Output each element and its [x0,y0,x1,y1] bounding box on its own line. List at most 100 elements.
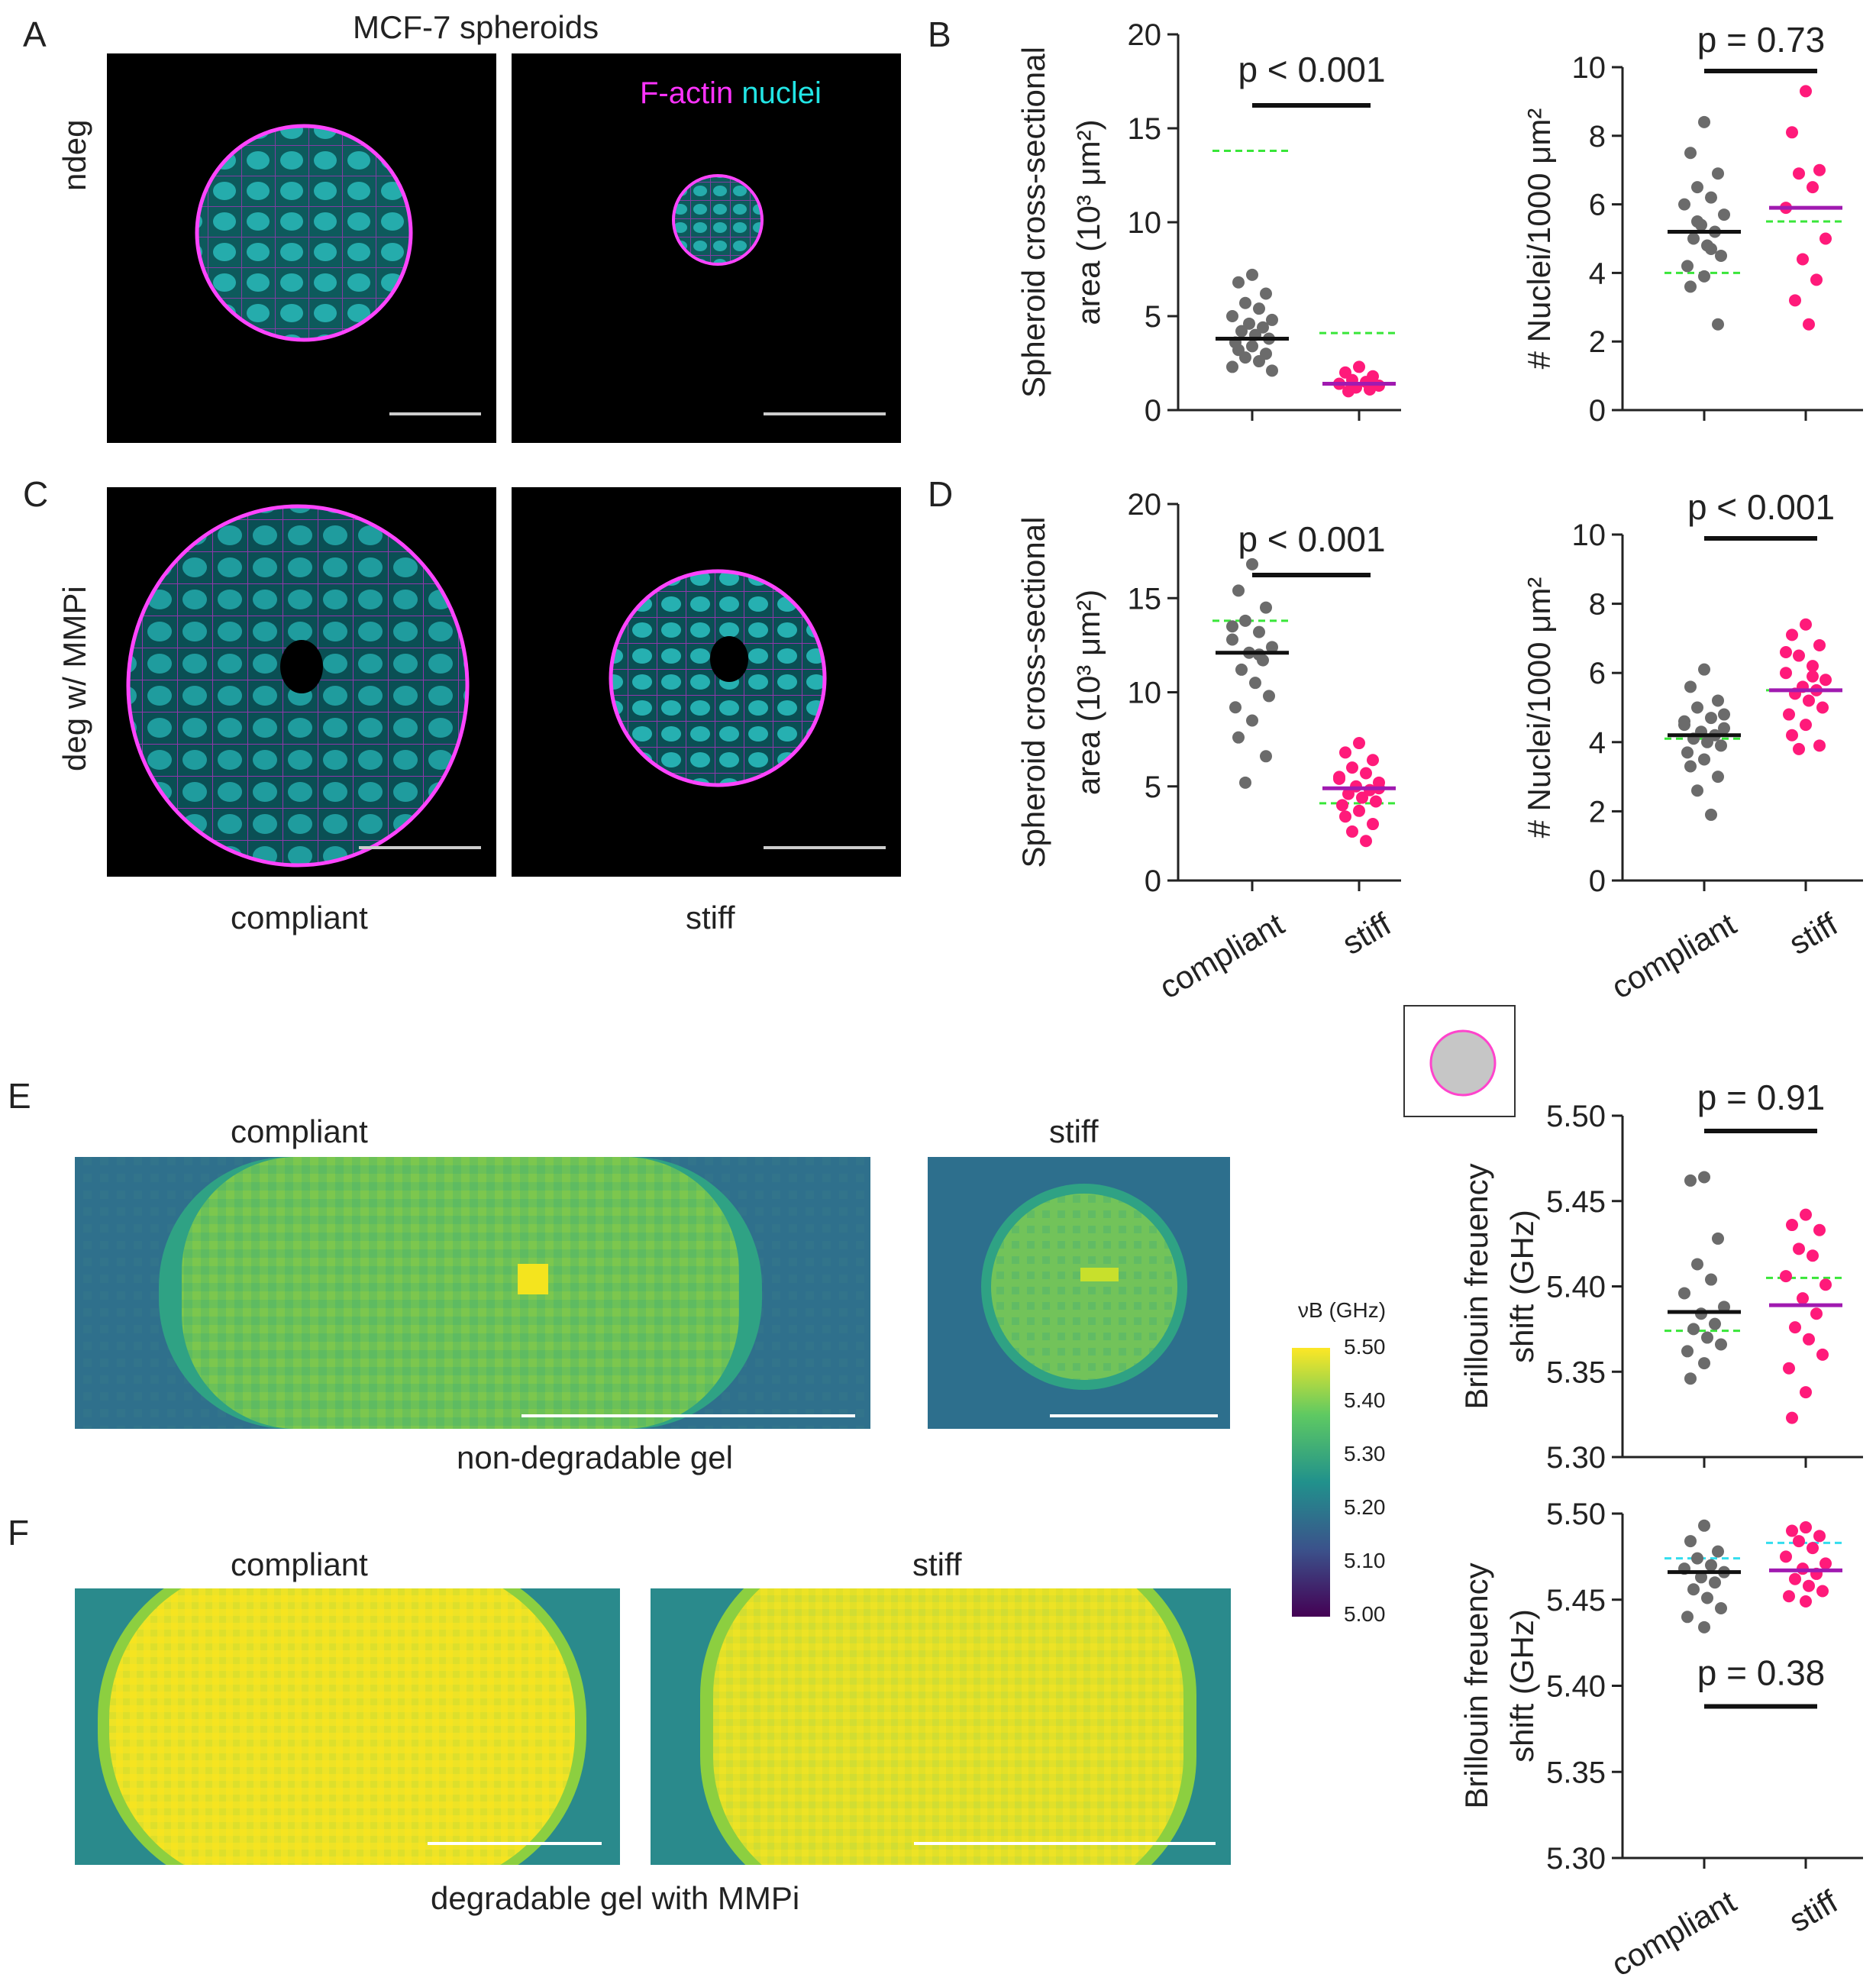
data-point [1807,670,1819,683]
data-point [1793,742,1805,755]
brillouin-map-f-stiff [651,1588,1231,1865]
data-point [1342,787,1355,800]
data-point [1705,242,1717,255]
micrograph-deg-compliant [107,487,496,877]
y-tick-label: 20 [1128,18,1162,52]
colorbar-tick: 5.40 [1344,1388,1386,1412]
data-point [1260,601,1272,614]
data-point [1813,739,1826,752]
data-point [1333,771,1345,784]
data-point [1266,364,1278,377]
panel-letter-d: D [928,474,954,514]
x-category-label: compliant [1605,1883,1742,1983]
data-point [1678,1287,1690,1300]
data-point [1698,1519,1710,1532]
colorbar-tick: 5.20 [1344,1495,1386,1519]
y-tick-label: 15 [1128,582,1162,616]
data-point [1819,1557,1832,1570]
data-point [1698,1171,1710,1184]
colorbar-title: νB (GHz) [1298,1298,1387,1322]
data-point [1810,273,1823,286]
colorbar-ticks: 5.50 5.40 5.30 5.20 5.10 5.00 [1344,1335,1413,1633]
data-point [1712,318,1724,331]
f-label-compliant: compliant [231,1546,368,1582]
data-point [1715,739,1727,752]
data-point [1786,1411,1798,1424]
data-point [1718,722,1730,735]
data-point [1800,1595,1812,1608]
data-point [1687,232,1700,245]
data-point [1705,808,1717,821]
data-point [1783,1590,1795,1603]
y-tick-label: 5.30 [1546,1842,1606,1876]
data-point [1800,618,1812,631]
y-tick-label: 5.50 [1546,1498,1606,1531]
data-point [1235,325,1248,338]
data-point [1353,737,1365,750]
data-point [1253,302,1265,315]
colorbar [1292,1348,1330,1617]
y-axis-label: # Nuclei/1000 μm² [1521,108,1557,370]
data-point [1687,1583,1700,1596]
data-point [1698,270,1710,283]
panel-letter-c: C [23,474,49,514]
panel-letter-a: A [23,15,47,54]
y-axis-label: Spheroid cross-sectional [1015,517,1051,868]
y-tick-label: 5.45 [1546,1185,1606,1219]
data-point [1712,1232,1724,1245]
brillouin-map-f-compliant [75,1588,620,1865]
data-point [1691,784,1703,797]
data-point [1813,163,1826,176]
panel-letter-e: E [8,1076,31,1116]
data-point [1691,1552,1703,1565]
y-tick-label: 8 [1589,588,1606,622]
data-point [1813,638,1826,651]
data-point [1239,614,1251,627]
y-tick-label: 5.50 [1546,1100,1606,1133]
data-point [1819,232,1832,245]
data-point [1691,181,1703,194]
data-point [1705,1273,1717,1286]
data-point [1260,287,1272,300]
y-tick-label: 5.35 [1546,1356,1606,1389]
colorbar-tick: 5.00 [1344,1602,1386,1626]
data-point [1780,1270,1792,1283]
y-axis-label: # Nuclei/1000 μm² [1521,577,1557,839]
data-point [1705,1559,1717,1572]
data-point [1249,677,1261,690]
y-tick-label: 6 [1589,189,1606,222]
y-tick-label: 10 [1128,206,1162,240]
y-axis-label-2: area (10³ μm²) [1070,119,1106,325]
micrograph-deg-stiff [512,487,901,877]
data-point [1800,1386,1812,1399]
data-point [1684,1174,1697,1187]
data-point [1364,383,1376,396]
p-value-label: p = 0.91 [1697,1078,1826,1117]
e-caption: non-degradable gel [457,1440,733,1475]
data-point [1807,1542,1819,1555]
data-point [1715,249,1727,262]
y-tick-label: 15 [1128,112,1162,146]
factin-label: F-actin [640,76,734,110]
data-point [1367,818,1379,831]
data-point [1709,1576,1721,1589]
y-tick-label: 6 [1589,657,1606,690]
data-point [1780,667,1792,680]
col-label-compliant: compliant [231,900,368,935]
data-point [1684,1372,1697,1385]
data-point [1810,1307,1823,1320]
data-point [1684,680,1697,693]
data-point [1232,584,1245,597]
data-point [1239,351,1251,364]
data-point [1232,276,1245,289]
y-axis-label-2: area (10³ μm²) [1070,590,1106,795]
p-value-label: p = 0.73 [1697,20,1826,60]
data-point [1356,791,1368,804]
x-category-label: compliant [1153,906,1290,1006]
data-point [1235,663,1248,676]
data-point [1786,1524,1798,1537]
data-point [1701,1331,1713,1344]
data-point [1360,767,1372,780]
data-point [1681,1611,1694,1624]
x-category-label: compliant [1605,906,1742,1006]
